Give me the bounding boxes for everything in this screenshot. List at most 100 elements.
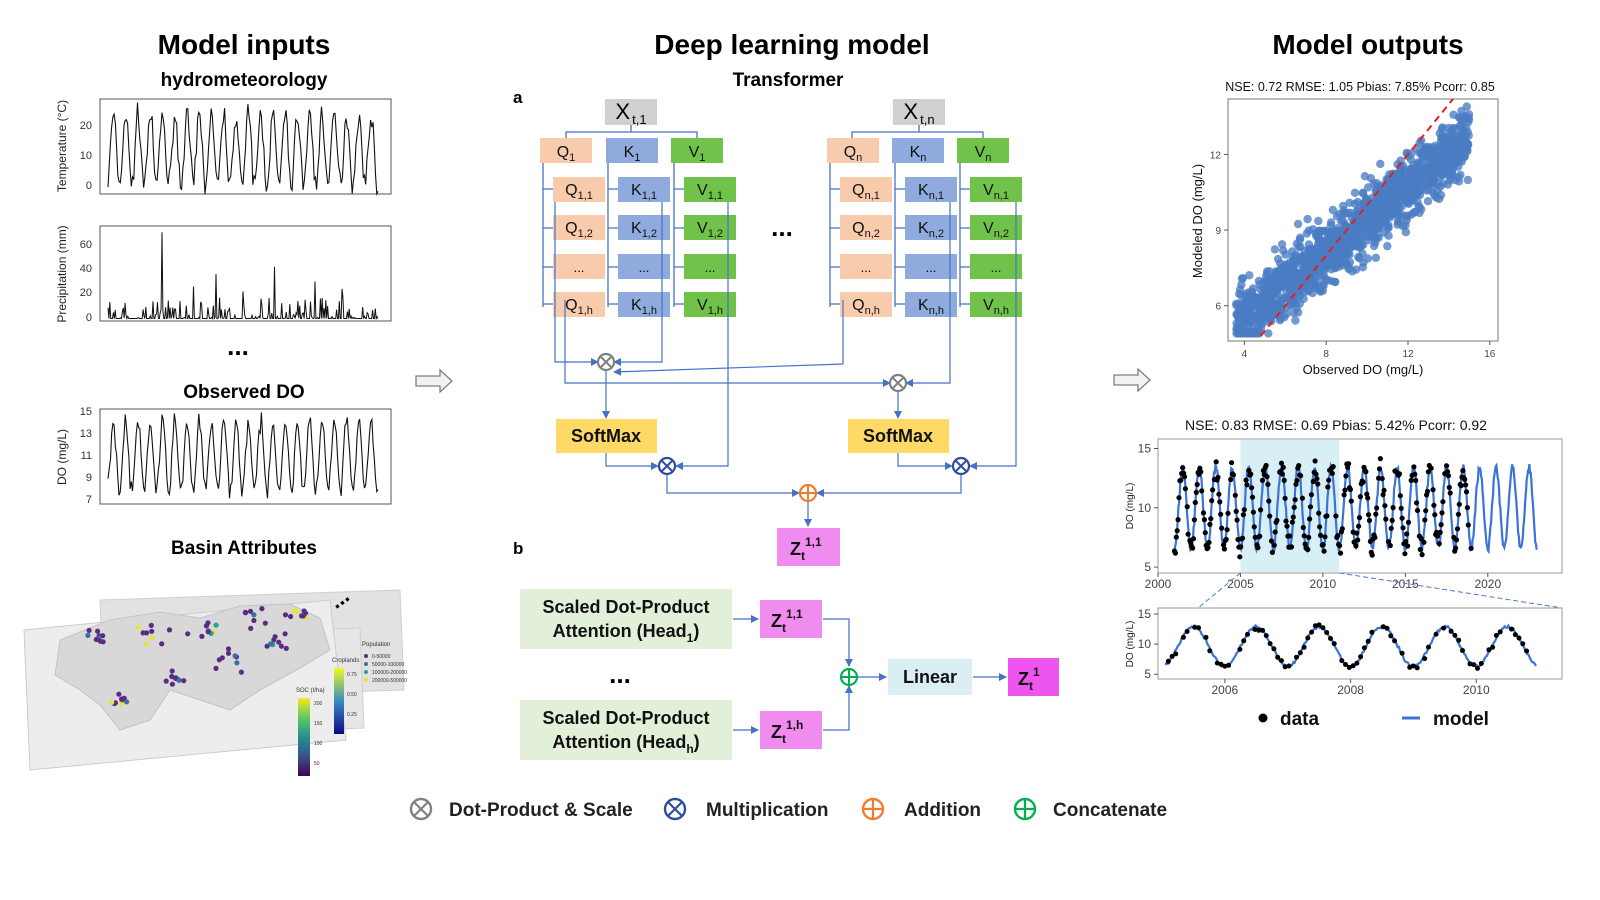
- z-head1-label: Zt1,1: [771, 607, 803, 635]
- timeseries-data-point: [1191, 517, 1197, 523]
- precip-tick-20: 20: [80, 287, 92, 299]
- scatter-point: [1235, 289, 1244, 298]
- zoom-data-point: [1524, 648, 1530, 654]
- scatter-point: [1401, 196, 1410, 206]
- scatter-point: [1417, 136, 1426, 145]
- timeseries-data-point: [1436, 541, 1442, 547]
- z-final-label: Zt1: [1018, 665, 1040, 693]
- timeseries-data-point: [1404, 531, 1410, 537]
- timeseries-data-point: [1348, 498, 1354, 504]
- v1h-label: V1,h: [697, 297, 723, 317]
- zoom-data-point: [1203, 634, 1209, 640]
- scatter-point: [1244, 329, 1253, 338]
- timeseries-data-point: [1400, 525, 1406, 531]
- scatter-point: [1414, 201, 1423, 211]
- zoom-data-point: [1414, 665, 1420, 671]
- timeseries-data-point: [1326, 477, 1332, 483]
- scatter-point: [1393, 220, 1402, 229]
- scatter-point: [1273, 254, 1283, 264]
- timeseries-data-point: [1243, 477, 1249, 483]
- scatter-point: [1236, 302, 1245, 312]
- precipitation-chart-frame: [99, 225, 392, 322]
- timeseries-data-point: [1465, 522, 1471, 528]
- timeseries-data-point: [1357, 494, 1363, 500]
- timeseries-data-point: [1376, 466, 1383, 472]
- kn-ellipsis-label: ...: [926, 260, 937, 275]
- scatter-point: [1295, 299, 1305, 308]
- q11-label: Q1,1: [565, 182, 593, 202]
- scatter-point: [1432, 168, 1442, 177]
- timeseries-data-point: [1373, 511, 1379, 517]
- q12-label: Q1,2: [565, 220, 593, 240]
- z-t-11-output-label: Zt1,1: [790, 535, 822, 563]
- qn2-label: Qn,2: [852, 220, 880, 240]
- zoom-connectors: [1197, 572, 1563, 609]
- qn1-box: [840, 177, 892, 202]
- zoom-data-point: [1305, 635, 1311, 641]
- scatter-point: [1443, 180, 1453, 189]
- map-basin-point: [185, 631, 191, 637]
- scatter-point: [1402, 168, 1411, 178]
- timeseries-data-point: [1379, 476, 1385, 482]
- timeseries-data-point: [1468, 545, 1474, 551]
- kn-ellipsis-box: [905, 254, 957, 279]
- vn2-label: Vn,2: [983, 220, 1009, 240]
- multiplication-symbol-1: [657, 456, 677, 476]
- scatter-point: [1260, 285, 1270, 295]
- scatter-point: [1372, 178, 1381, 188]
- timeseries-data-point: [1308, 492, 1314, 498]
- z-headh-box: [760, 711, 822, 749]
- sdpa-head1-line1: Scaled Dot-Product: [542, 597, 709, 617]
- timeseries-data-point: [1341, 492, 1347, 498]
- sdpa-head1-box: [520, 589, 732, 649]
- zoom-data-point: [1278, 658, 1284, 664]
- timeseries-data-point: [1213, 459, 1219, 465]
- scatter-point: [1276, 301, 1285, 310]
- kn1-label: Kn,1: [918, 182, 944, 202]
- k1h-label: K1,h: [631, 297, 657, 317]
- scatter-point: [1311, 258, 1320, 267]
- scatter-point: [1332, 227, 1341, 237]
- timeseries-data-point: [1193, 489, 1199, 495]
- scatter-point: [1427, 155, 1437, 165]
- zoom-data-point: [1448, 628, 1454, 634]
- pop-legend-dot-2: [364, 662, 368, 666]
- k1-box: [606, 138, 658, 163]
- observed-do-chart: 15 13 11 9 7 DO (mg/L): [55, 406, 392, 506]
- map-basin-point: [124, 699, 130, 705]
- observed-do-label: Observed DO: [183, 382, 304, 403]
- soc-tick-50: 50: [314, 761, 320, 767]
- scatter-point: [1314, 250, 1323, 259]
- zoom-data-point: [1497, 629, 1503, 635]
- timeseries-data-point: [1284, 523, 1290, 529]
- timeseries-data-point: [1414, 500, 1420, 506]
- scatter-point: [1457, 130, 1467, 140]
- k11-label: K1,1: [631, 182, 657, 202]
- map-basin-point: [278, 643, 284, 649]
- precip-tick-60: 60: [80, 239, 92, 251]
- timeseries-data-point: [1337, 550, 1344, 556]
- v1-ellipsis-box: [684, 254, 736, 279]
- zoom-data-point: [1316, 622, 1322, 628]
- timeseries-data-point: [1250, 509, 1256, 515]
- zoom-x-tick-label: 2006: [1212, 683, 1239, 697]
- timeseries-data-point: [1354, 530, 1360, 536]
- pop-legend-dot-4: [364, 678, 368, 682]
- scatter-point: [1246, 318, 1256, 327]
- sdpa-between-ellipsis: ...: [609, 659, 631, 689]
- scatter-point: [1340, 243, 1349, 252]
- head1-bracket-connectors: [542, 163, 684, 307]
- map-basin-point: [143, 641, 149, 647]
- one-to-one-line: [1259, 98, 1454, 337]
- kn2-box: [905, 215, 957, 240]
- timeseries-data-point: [1294, 477, 1300, 484]
- map-basin-point: [238, 669, 244, 675]
- basin-attributes-label: Basin Attributes: [171, 538, 317, 559]
- scatter-point: [1295, 235, 1305, 244]
- timeseries-data-point: [1369, 552, 1375, 558]
- multi-head-panel: Scaled Dot-Product Attention (Head1) ...…: [520, 589, 1059, 760]
- scatter-point: [1279, 246, 1288, 255]
- zoom-data-point: [1493, 632, 1499, 638]
- timeseries-data-point: [1356, 523, 1362, 529]
- v1-ellipsis-label: ...: [705, 260, 716, 275]
